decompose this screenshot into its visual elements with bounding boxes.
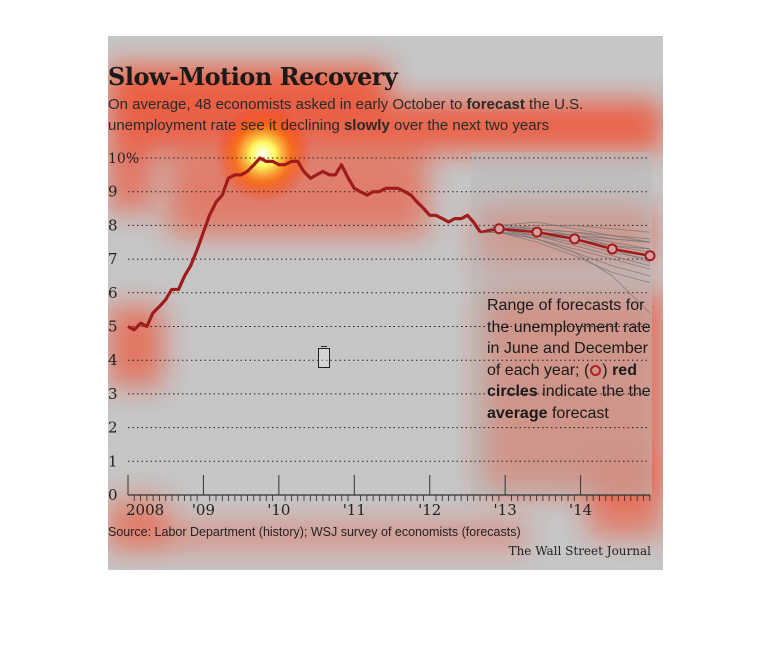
y-tick-label: 2 [108,419,118,437]
y-tick-label: 9 [108,183,118,201]
x-tick-label: '10 [267,501,290,519]
x-tick-label: '13 [494,501,517,519]
x-tick-label: '12 [418,501,441,519]
x-tick-label: '11 [343,501,366,519]
average-forecast-point [569,233,581,245]
average-forecast-point [493,223,505,235]
history-line [127,156,482,332]
y-tick-label: 3 [108,385,118,403]
publisher-credit: The Wall Street Journal [508,544,651,558]
chart-title: Slow-Motion Recovery [108,62,398,91]
chart-subtitle: On average, 48 economists asked in early… [108,96,584,134]
y-tick-label: 0 [108,486,118,504]
forecast-region [471,152,652,495]
red-circle-marker-icon [590,364,602,376]
source-note: Source: Labor Department (history); WSJ … [108,525,521,539]
y-tick-label: 4 [108,351,118,369]
x-tick-label: '14 [569,501,592,519]
x-tick-label: '09 [192,501,215,519]
forecast-annotation: Range of forecasts for the unemployment … [487,297,651,422]
y-tick-label: 7 [108,250,118,268]
y-tick-label: 6 [108,284,118,302]
y-tick-label: 10% [108,151,139,167]
y-tick-label: 5 [108,318,118,336]
average-forecast-point [644,250,656,262]
x-tick-label: 2008 [126,501,164,519]
average-forecast-point [531,226,543,238]
chart-graphic: 0 1 2 3 4 5 6 7 8 9 10% 2008 '09 '10 '11 '12 '13 '14 Slow… [108,36,663,570]
text-cursor-icon [318,346,330,368]
y-tick-label: 8 [108,216,118,234]
average-forecast-point [606,243,618,255]
y-tick-label: 1 [108,452,118,470]
chart-plot: 0 1 2 3 4 5 6 7 8 9 10% 2008 '09 '10 '11 '12 '13 '14 [108,151,656,519]
